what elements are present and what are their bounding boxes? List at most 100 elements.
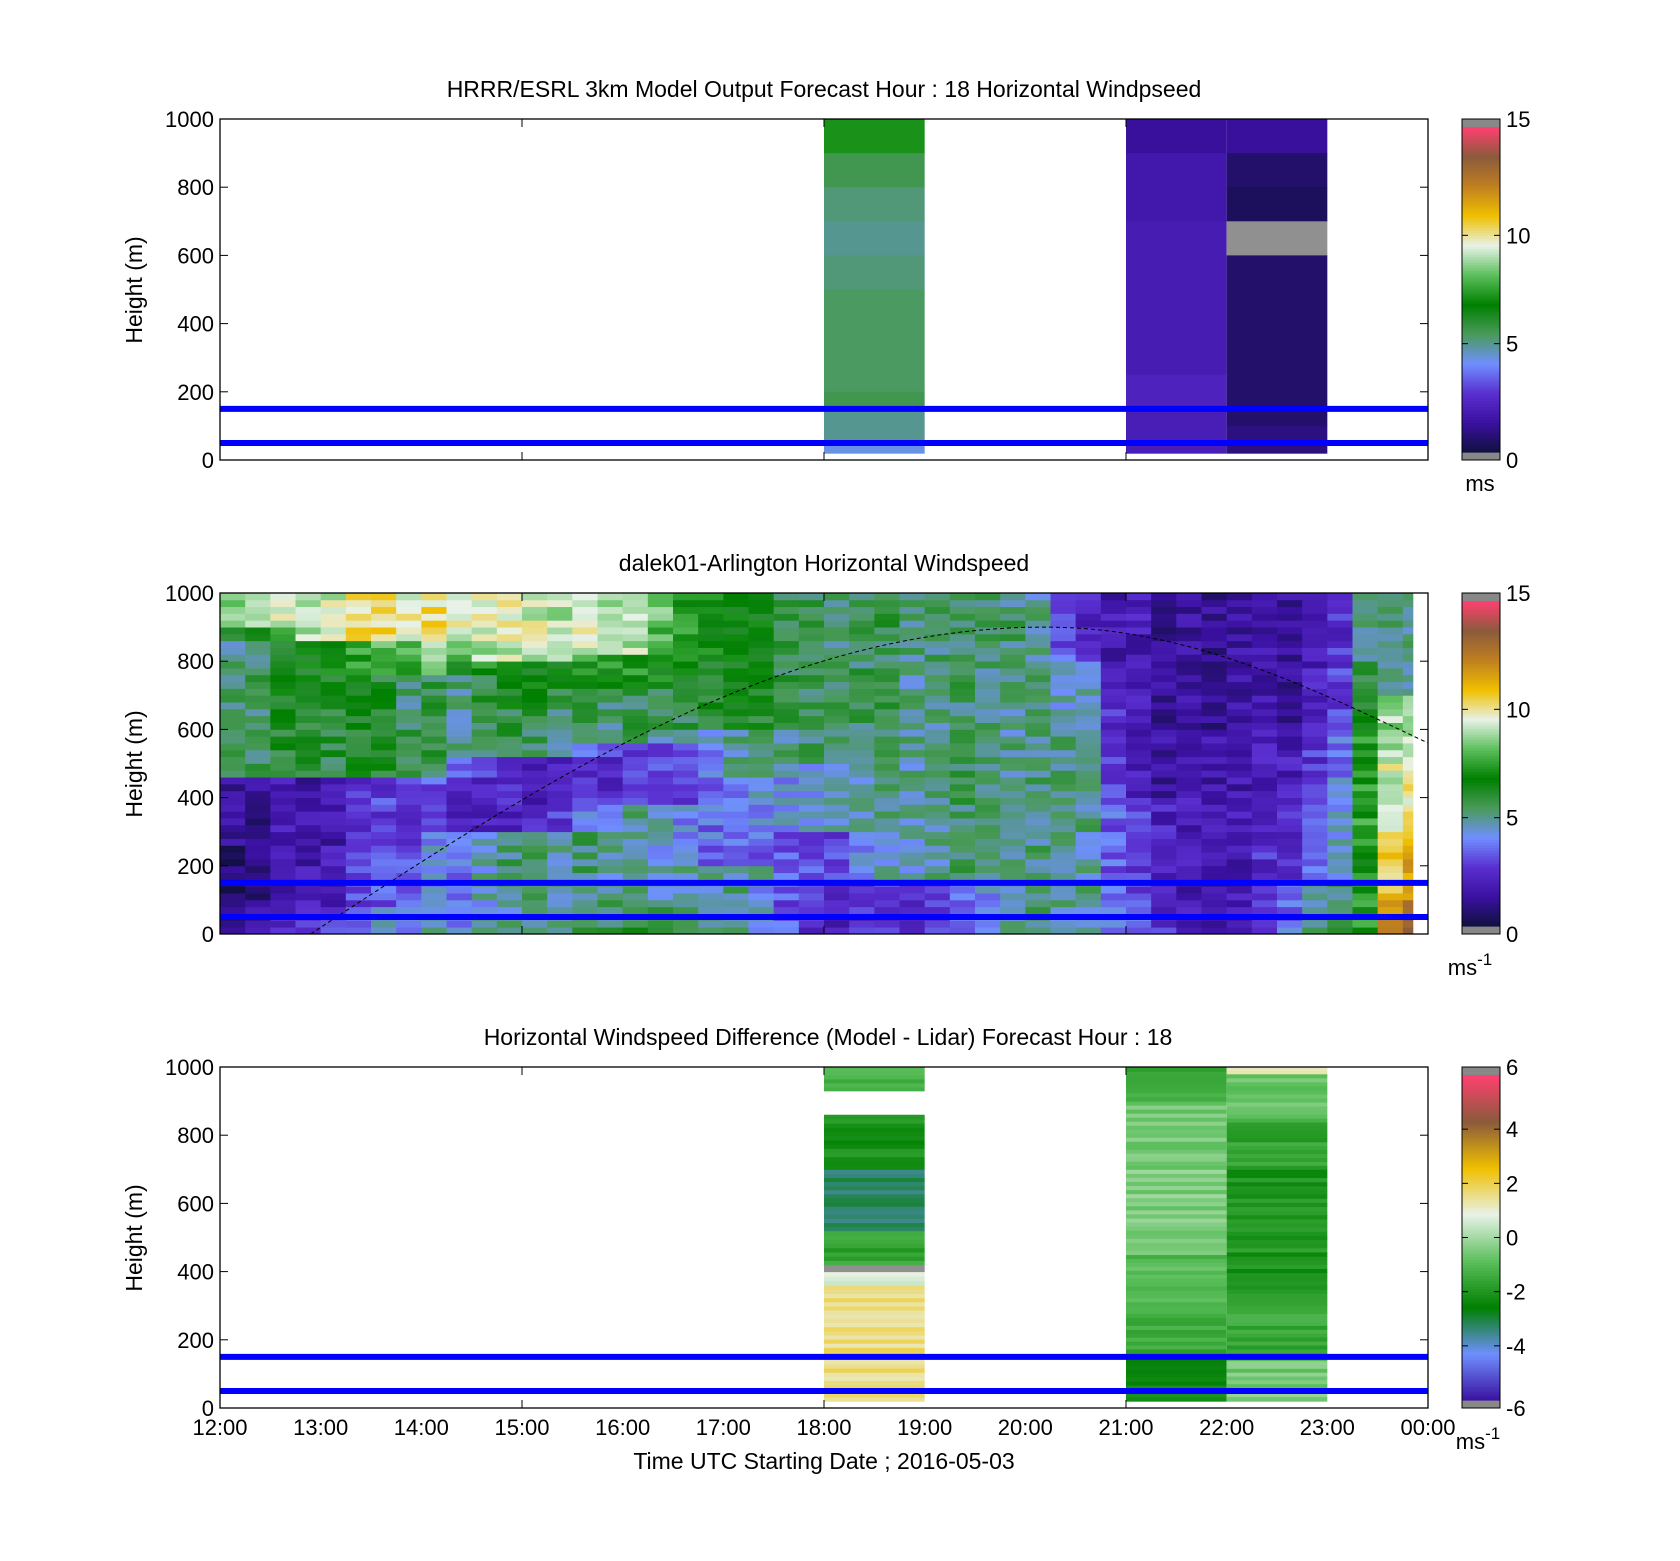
heatmap-cell — [320, 668, 347, 676]
heatmap-cell — [320, 872, 347, 880]
heatmap-cell — [824, 1206, 925, 1211]
heatmap-cell — [1000, 893, 1026, 901]
colorbar-unit: ms-1 — [1456, 1424, 1500, 1454]
colorbar-swatch — [1462, 1150, 1500, 1155]
heatmap-cell — [345, 702, 372, 710]
heatmap-cell — [748, 688, 775, 696]
heatmap-cell — [748, 865, 775, 874]
colorbar-swatch — [1462, 205, 1500, 209]
heatmap-cell — [1050, 647, 1077, 655]
heatmap-cell — [824, 1173, 925, 1178]
heatmap-cell — [421, 797, 447, 805]
heatmap-cell — [975, 674, 1001, 683]
heatmap-cell — [522, 818, 548, 826]
heatmap-cell — [496, 893, 523, 901]
heatmap-cell — [1126, 1133, 1227, 1138]
heatmap-cell — [824, 688, 850, 696]
heatmap-cell — [899, 811, 926, 819]
heatmap-cell — [220, 661, 246, 669]
heatmap-cell — [924, 627, 951, 635]
heatmap-cell — [270, 613, 296, 621]
heatmap-cell — [421, 838, 447, 846]
heatmap-cell — [1050, 599, 1077, 608]
heatmap-cell — [345, 770, 372, 778]
heatmap-cell — [345, 865, 372, 874]
heatmap-cell — [220, 831, 246, 839]
heatmap-cell — [849, 674, 875, 683]
colorbar-swatch — [1462, 330, 1500, 334]
heatmap-cell — [547, 858, 573, 867]
heatmap-cell — [899, 893, 926, 901]
heatmap-cell — [597, 736, 624, 744]
heatmap-cell — [1251, 831, 1278, 839]
heatmap-cell — [975, 668, 1001, 676]
heatmap-cell — [1251, 627, 1278, 635]
colorbar-swatch — [1462, 175, 1500, 180]
heatmap-cell — [1050, 845, 1077, 853]
heatmap-cell — [975, 688, 1001, 696]
colorbar-swatch — [1462, 378, 1500, 383]
heatmap-cell — [1201, 756, 1228, 764]
heatmap-cell — [874, 838, 900, 846]
colorbar-swatch — [1462, 441, 1500, 445]
heatmap-cell — [1000, 872, 1026, 880]
colorbar-unit-exponent: -1 — [1485, 1424, 1500, 1443]
heatmap-cell — [1151, 613, 1177, 621]
heatmap-cell — [1025, 736, 1051, 744]
heatmap-cell — [622, 858, 649, 867]
colorbar-swatch — [1462, 687, 1500, 691]
heatmap-cell — [1126, 1329, 1227, 1334]
heatmap-cell — [572, 633, 598, 642]
heatmap-cell — [572, 824, 598, 833]
heatmap-cell — [421, 695, 447, 703]
heatmap-cell — [849, 627, 875, 635]
heatmap-cell — [975, 743, 1001, 751]
heatmap-cell — [1226, 1364, 1328, 1369]
heatmap-cell — [471, 613, 498, 621]
heatmap-cell — [924, 756, 951, 764]
heatmap-cell — [824, 1243, 925, 1249]
x-tick-marks — [219, 593, 1429, 934]
heatmap-cell — [547, 763, 573, 771]
heatmap-cell — [1126, 1270, 1227, 1275]
heatmap-cell — [824, 613, 850, 621]
heatmap-cell — [270, 906, 296, 914]
colorbar-swatch — [1462, 1329, 1500, 1333]
heatmap-cell — [245, 640, 271, 648]
heatmap-cell — [773, 838, 800, 846]
heatmap-cell — [949, 613, 976, 621]
heatmap-cell — [824, 790, 850, 798]
colorbar-swatch — [1462, 1256, 1500, 1260]
heatmap-cell — [320, 906, 347, 914]
heatmap-cell — [371, 749, 397, 758]
heatmap-cell — [320, 743, 347, 751]
heatmap-cell — [1327, 770, 1353, 778]
heatmap-cell — [396, 845, 422, 853]
heatmap-cell — [622, 845, 649, 853]
heatmap-cell — [899, 674, 926, 683]
heatmap-cell — [1226, 797, 1253, 805]
heatmap-cell — [824, 1193, 925, 1199]
heatmap-cell — [1377, 743, 1404, 751]
heatmap-cell — [798, 593, 825, 601]
heatmap-cell — [270, 640, 296, 648]
heatmap-cell — [899, 633, 926, 642]
heatmap-cell — [849, 865, 875, 874]
heatmap-cell — [396, 858, 422, 867]
heatmap-cell — [270, 811, 296, 819]
colorbar-swatch — [1462, 294, 1500, 299]
heatmap-cell — [1377, 763, 1404, 771]
heatmap-cell — [1226, 1260, 1328, 1265]
heatmap-cell — [1226, 743, 1253, 751]
x-tick-label: 18:00 — [796, 1415, 851, 1440]
heatmap-cell — [924, 927, 951, 934]
heatmap-cell — [1025, 702, 1051, 710]
heatmap-cell — [824, 1118, 925, 1124]
heatmap-cell — [1025, 674, 1051, 683]
x-tick-label: 13:00 — [293, 1415, 348, 1440]
heatmap-cell — [874, 722, 900, 730]
colorbar-swatch — [1462, 882, 1500, 886]
colorbar-swatch — [1462, 1359, 1500, 1363]
heatmap-cell — [220, 708, 246, 717]
heatmap-cell — [824, 255, 925, 290]
